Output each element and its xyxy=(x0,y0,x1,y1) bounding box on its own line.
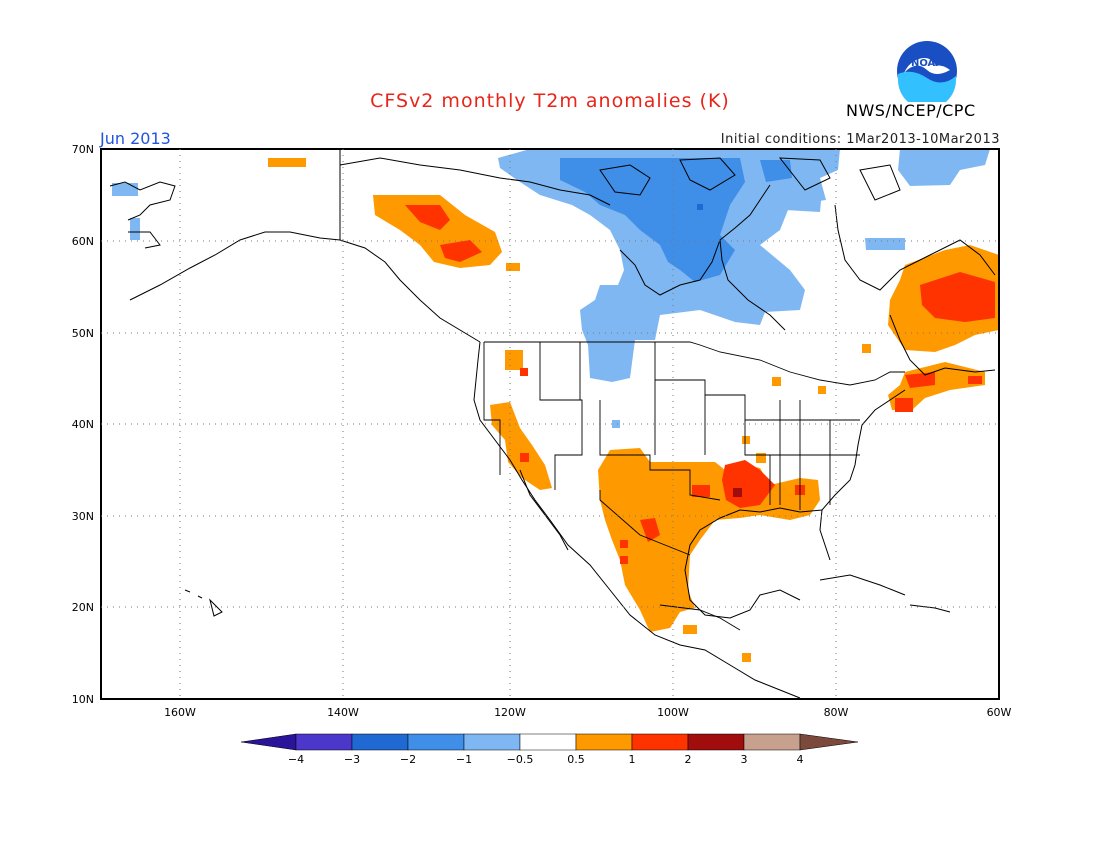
lat-label: 10N xyxy=(72,693,94,706)
lon-label: 80W xyxy=(824,706,849,719)
colorbar-label: −4 xyxy=(288,753,304,766)
colorbar: −4 −3 −2 −1 −0.5 0.5 1 2 3 4 xyxy=(240,733,859,766)
colorbar-cell xyxy=(799,733,859,751)
colorbar-cell xyxy=(575,733,633,751)
colorbar-cell xyxy=(295,733,353,751)
latitude-labels: 70N 60N 50N 40N 30N 20N 10N xyxy=(72,143,94,706)
colorbar-label: 4 xyxy=(797,753,804,766)
lon-label: 160W xyxy=(164,706,196,719)
colorbar-cell xyxy=(240,733,297,751)
colorbar-label: 3 xyxy=(741,753,748,766)
anomaly-fields xyxy=(112,149,999,662)
strong-positive-shading xyxy=(405,205,995,564)
lon-label: 100W xyxy=(657,706,689,719)
colorbar-label: 2 xyxy=(685,753,692,766)
colorbar-label: 0.5 xyxy=(567,753,585,766)
colorbar-cell xyxy=(463,733,521,751)
political-borders xyxy=(483,341,905,631)
colorbar-label: −3 xyxy=(344,753,360,766)
org-label: NWS/NCEP/CPC xyxy=(846,101,976,120)
initial-conditions-label: Initial conditions: 1Mar2013-10Mar2013 xyxy=(720,132,1000,147)
map-title: CFSv2 monthly T2m anomalies (K) xyxy=(370,90,730,112)
lat-label: 60N xyxy=(72,235,94,248)
map-frame xyxy=(100,148,1000,700)
colorbar-label: −2 xyxy=(400,753,416,766)
lat-label: 70N xyxy=(72,143,94,156)
colorbar-label: 1 xyxy=(629,753,636,766)
lon-label: 60W xyxy=(987,706,1012,719)
colorbar-cell xyxy=(631,733,689,751)
lon-label: 120W xyxy=(494,706,526,719)
lat-label: 20N xyxy=(72,601,94,614)
lon-label: 140W xyxy=(327,706,359,719)
period-label: Jun 2013 xyxy=(100,129,171,148)
lat-label: 30N xyxy=(72,510,94,523)
longitude-labels: 160W 140W 120W 100W 80W 60W xyxy=(164,706,1011,719)
colorbar-label: −0.5 xyxy=(507,753,534,766)
colorbar-cell xyxy=(743,733,801,751)
svg-text:NOAA: NOAA xyxy=(911,58,943,69)
colorbar-cell xyxy=(407,733,465,751)
colorbar-cell xyxy=(687,733,745,751)
negative-anomaly-shading xyxy=(112,149,990,428)
moderate-negative-shading xyxy=(560,158,792,282)
colorbar-cell xyxy=(519,733,577,751)
coastlines xyxy=(109,149,996,699)
extreme-positive-shading xyxy=(733,488,742,497)
graticule xyxy=(101,149,999,699)
noaa-logo-icon: NOAA xyxy=(897,41,957,102)
colorbar-label: −1 xyxy=(456,753,472,766)
lat-label: 40N xyxy=(72,418,94,431)
colorbar-cell xyxy=(351,733,409,751)
lat-label: 50N xyxy=(72,327,94,340)
